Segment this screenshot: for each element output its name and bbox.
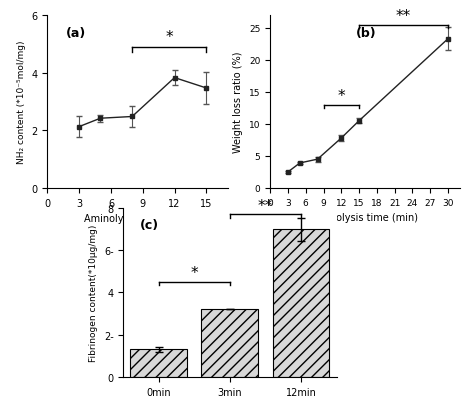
X-axis label: Aminolysis time (min): Aminolysis time (min) bbox=[84, 214, 191, 224]
Text: (a): (a) bbox=[65, 27, 86, 40]
Text: **: ** bbox=[258, 198, 273, 213]
Text: (b): (b) bbox=[356, 27, 376, 40]
Bar bbox=[201, 310, 258, 377]
Y-axis label: Fibrinogen content(*10μg/mg): Fibrinogen content(*10μg/mg) bbox=[89, 224, 98, 361]
X-axis label: Aminolysis time (min): Aminolysis time (min) bbox=[311, 213, 419, 223]
Bar bbox=[130, 350, 187, 377]
Bar bbox=[273, 229, 329, 377]
Text: *: * bbox=[191, 265, 198, 281]
Text: (c): (c) bbox=[140, 219, 159, 232]
Y-axis label: Weight loss ratio (%): Weight loss ratio (%) bbox=[233, 52, 244, 153]
Text: *: * bbox=[337, 89, 345, 104]
Text: *: * bbox=[165, 30, 173, 45]
Text: **: ** bbox=[396, 9, 411, 24]
Y-axis label: NH₂ content (*10⁻⁵mol/mg): NH₂ content (*10⁻⁵mol/mg) bbox=[17, 41, 26, 164]
